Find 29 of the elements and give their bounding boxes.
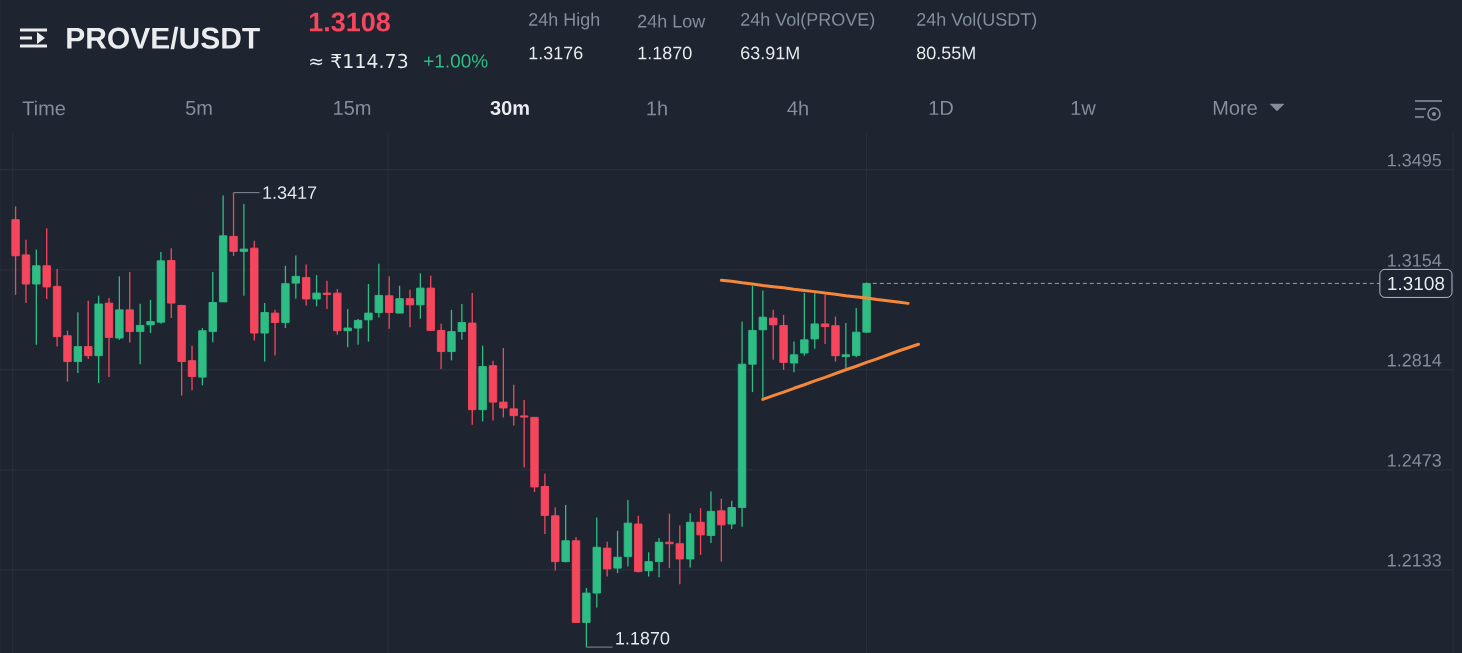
chart-title: PROVE/USDT [67,26,260,50]
ref-line-label: 1.3108 [1388,276,1445,291]
text: ≈ ₹114.73 [310,53,408,69]
text: 1.1870 [638,46,692,60]
text: 1.3108 [309,12,390,32]
text: 24h Vol(PROVE) [741,12,875,30]
text: 4h [787,100,808,116]
text: More [1213,101,1257,115]
text: 1w [1071,101,1096,115]
text: 80.55M [916,46,975,60]
y-tick-label: 1.3495 [1388,153,1442,167]
annotation: 1.1870 [616,631,670,645]
text: 1.3176 [529,46,583,60]
y-tick-label: 1.3154 [1388,253,1442,267]
text: 24h Vol(USDT) [917,12,1037,30]
text: +1.00% [424,54,488,68]
text: 1h [647,100,667,116]
text: 30m [490,100,529,116]
text: 15m [334,101,371,115]
text: 24h Low [638,14,706,28]
text: 5m [185,101,212,115]
text: 24h High [529,12,600,30]
y-tick-label: 1.2133 [1388,553,1441,567]
text: Time [22,100,66,116]
text: 63.91M [741,46,799,60]
text: 1D [929,101,953,115]
y-tick-label: 1.2814 [1388,353,1442,367]
y-tick-label: 1.2473 [1388,454,1441,467]
annotation: 1.3417 [263,186,317,199]
